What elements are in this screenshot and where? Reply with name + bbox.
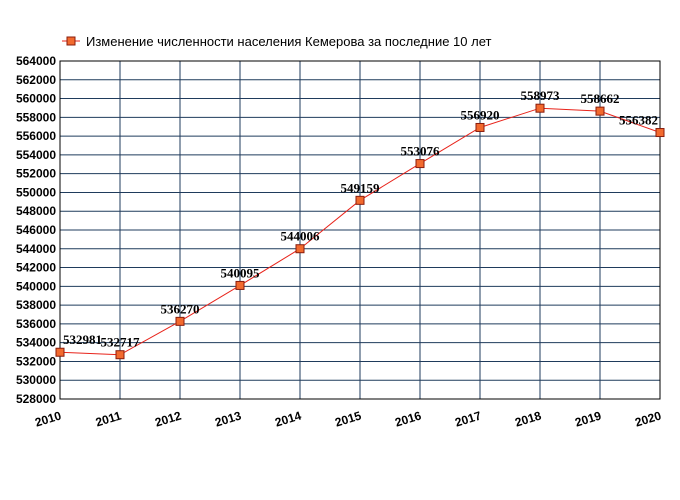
y-tick-label: 554000 [16, 148, 56, 162]
y-tick-label: 550000 [16, 185, 56, 199]
y-tick-label: 540000 [16, 279, 56, 293]
data-label: 558973 [521, 88, 561, 103]
y-tick-label: 532000 [16, 354, 56, 368]
data-point [535, 103, 545, 113]
data-point [295, 244, 305, 254]
y-tick-label: 560000 [16, 92, 56, 106]
y-tick-label: 564000 [16, 54, 56, 68]
data-point [415, 159, 425, 169]
x-tick-label: 2020 [633, 408, 663, 429]
data-label: 532717 [101, 335, 141, 350]
data-point [355, 195, 365, 205]
data-label: 536270 [161, 301, 200, 316]
x-tick-label: 2012 [153, 408, 183, 429]
data-point [655, 128, 665, 138]
legend: Изменение численности населения Кемерова… [62, 34, 492, 49]
data-point [115, 350, 125, 360]
y-axis-ticks: 528000 530000 532000 534000 536000 538000 5400… [16, 54, 56, 406]
x-tick-label: 2013 [213, 408, 243, 429]
series-population [55, 103, 665, 360]
y-tick-label: 556000 [16, 129, 56, 143]
y-tick-label: 552000 [16, 167, 56, 181]
y-tick-label: 534000 [16, 336, 56, 350]
data-label: 556920 [461, 107, 500, 122]
y-tick-label: 538000 [16, 298, 56, 312]
data-label: 532981 [63, 332, 102, 347]
y-tick-label: 562000 [16, 73, 56, 87]
x-axis-ticks: 2010 2011 2012 2013 2014 2015 2016 2017 2018 2019… [33, 408, 663, 429]
data-point [475, 122, 485, 132]
x-tick-label: 2011 [94, 408, 123, 429]
y-tick-label: 528000 [16, 392, 56, 406]
y-tick-label: 544000 [16, 242, 56, 256]
x-tick-label: 2010 [33, 408, 63, 429]
x-tick-label: 2014 [273, 408, 303, 429]
y-tick-label: 536000 [16, 317, 56, 331]
data-point [595, 106, 605, 116]
data-point [55, 347, 65, 357]
y-tick-label: 548000 [16, 204, 56, 218]
legend-label: Изменение численности населения Кемерова… [86, 34, 492, 49]
x-tick-label: 2015 [333, 408, 363, 429]
data-label: 553076 [401, 144, 441, 159]
y-tick-label: 546000 [16, 223, 56, 237]
data-point [175, 316, 185, 326]
y-tick-label: 530000 [16, 373, 56, 387]
data-label: 556382 [619, 113, 658, 128]
x-tick-label: 2017 [453, 408, 483, 429]
plot-frame [59, 60, 661, 400]
chart-grid [59, 60, 661, 400]
y-tick-label: 558000 [16, 110, 56, 124]
x-tick-label: 2019 [573, 408, 603, 429]
y-tick-label: 542000 [16, 261, 56, 275]
data-label: 549159 [341, 180, 381, 195]
legend-marker [66, 36, 76, 46]
x-tick-label: 2018 [513, 408, 543, 429]
x-tick-label: 2016 [393, 408, 423, 429]
data-point [235, 280, 245, 290]
data-label: 558662 [581, 91, 620, 106]
data-label: 544006 [281, 229, 321, 244]
data-label: 540095 [221, 265, 261, 280]
